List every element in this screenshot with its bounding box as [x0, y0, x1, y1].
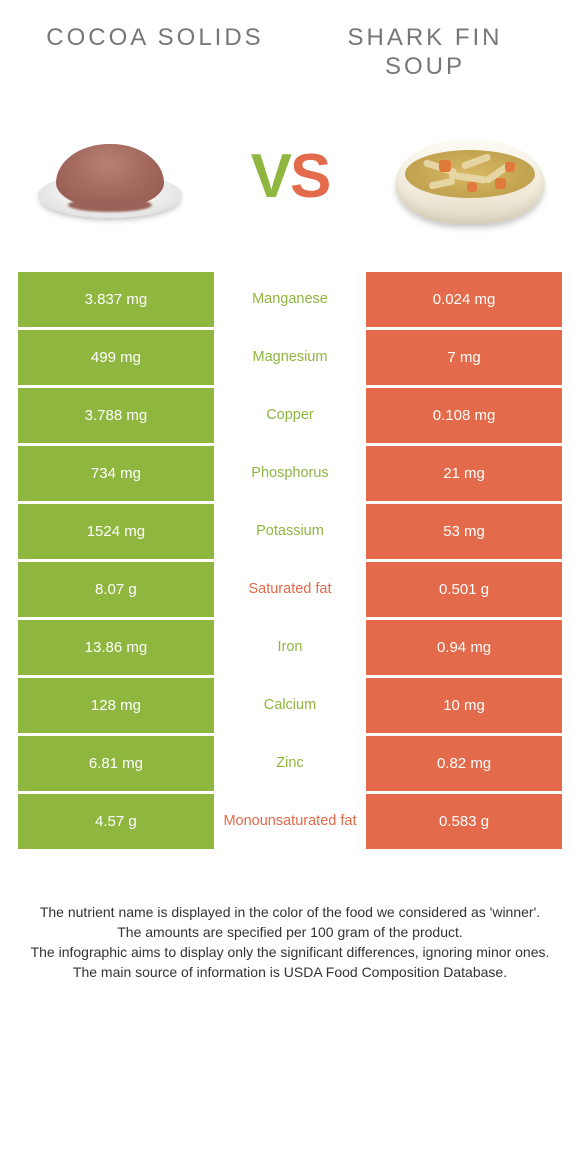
right-food-title: SHARK FIN SOUP	[304, 24, 547, 82]
table-row: 6.81 mgZinc0.82 mg	[18, 736, 562, 791]
table-row: 13.86 mgIron0.94 mg	[18, 620, 562, 675]
left-value: 3.837 mg	[18, 272, 214, 327]
table-row: 3.837 mgManganese0.024 mg	[18, 272, 562, 327]
right-value: 7 mg	[366, 330, 562, 385]
left-value: 734 mg	[18, 446, 214, 501]
hero: VS	[0, 92, 580, 272]
soup-image	[390, 122, 550, 232]
right-value: 0.108 mg	[366, 388, 562, 443]
table-row: 1524 mgPotassium53 mg	[18, 504, 562, 559]
table-row: 499 mgMagnesium7 mg	[18, 330, 562, 385]
right-value: 0.501 g	[366, 562, 562, 617]
left-value: 6.81 mg	[18, 736, 214, 791]
vs-label: VS	[251, 141, 330, 212]
left-value: 13.86 mg	[18, 620, 214, 675]
footer-notes: The nutrient name is displayed in the co…	[0, 852, 580, 983]
footer-line: The nutrient name is displayed in the co…	[30, 902, 550, 922]
table-row: 8.07 gSaturated fat0.501 g	[18, 562, 562, 617]
table-row: 128 mgCalcium10 mg	[18, 678, 562, 733]
nutrient-label: Copper	[214, 388, 366, 443]
table-row: 734 mgPhosphorus21 mg	[18, 446, 562, 501]
right-value: 0.82 mg	[366, 736, 562, 791]
nutrient-table: 3.837 mgManganese0.024 mg499 mgMagnesium…	[0, 272, 580, 849]
left-value: 499 mg	[18, 330, 214, 385]
footer-line: The amounts are specified per 100 gram o…	[30, 922, 550, 942]
right-value: 21 mg	[366, 446, 562, 501]
nutrient-label: Saturated fat	[214, 562, 366, 617]
left-value: 1524 mg	[18, 504, 214, 559]
nutrient-label: Phosphorus	[214, 446, 366, 501]
right-value: 0.024 mg	[366, 272, 562, 327]
vs-v: V	[251, 142, 290, 211]
vs-s: S	[290, 142, 329, 211]
right-value: 0.94 mg	[366, 620, 562, 675]
right-value: 53 mg	[366, 504, 562, 559]
left-food-title: COCOA SOLIDS	[34, 24, 277, 82]
left-value: 3.788 mg	[18, 388, 214, 443]
cocoa-image	[30, 122, 190, 232]
nutrient-label: Calcium	[214, 678, 366, 733]
right-value: 0.583 g	[366, 794, 562, 849]
nutrient-label: Manganese	[214, 272, 366, 327]
nutrient-label: Magnesium	[214, 330, 366, 385]
nutrient-label: Iron	[214, 620, 366, 675]
table-row: 4.57 gMonounsaturated fat0.583 g	[18, 794, 562, 849]
left-value: 128 mg	[18, 678, 214, 733]
header: COCOA SOLIDS SHARK FIN SOUP	[0, 0, 580, 92]
footer-line: The main source of information is USDA F…	[30, 962, 550, 982]
nutrient-label: Potassium	[214, 504, 366, 559]
right-value: 10 mg	[366, 678, 562, 733]
table-row: 3.788 mgCopper0.108 mg	[18, 388, 562, 443]
footer-line: The infographic aims to display only the…	[30, 942, 550, 962]
left-value: 4.57 g	[18, 794, 214, 849]
nutrient-label: Zinc	[214, 736, 366, 791]
nutrient-label: Monounsaturated fat	[214, 794, 366, 849]
left-value: 8.07 g	[18, 562, 214, 617]
